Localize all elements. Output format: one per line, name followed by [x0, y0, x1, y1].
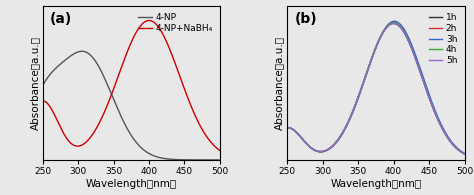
2h — [406, 41, 412, 43]
4h — [462, 153, 467, 155]
4h — [423, 86, 428, 89]
4h — [363, 75, 368, 78]
4-NP+NaBH₄ — [162, 36, 167, 39]
4-NP — [79, 50, 85, 52]
4-NP+NaBH₄ — [58, 127, 64, 129]
1h — [363, 76, 368, 78]
4-NP — [58, 63, 64, 65]
5h — [406, 41, 412, 44]
4-NP+NaBH₄ — [118, 68, 124, 70]
3h — [392, 20, 397, 22]
4-NP — [178, 159, 184, 161]
4h — [426, 95, 432, 98]
3h — [284, 126, 290, 129]
X-axis label: Wavelength（nm）: Wavelength（nm） — [330, 179, 421, 189]
2h — [284, 126, 290, 129]
4h — [356, 94, 362, 96]
X-axis label: Wavelength（nm）: Wavelength（nm） — [86, 179, 177, 189]
2h — [423, 86, 428, 89]
2h — [356, 94, 362, 96]
5h — [423, 87, 428, 89]
1h — [423, 87, 428, 89]
2h — [302, 141, 308, 144]
1h — [391, 22, 396, 25]
4-NP+NaBH₄ — [178, 79, 184, 81]
Line: 5h: 5h — [287, 23, 465, 154]
3h — [302, 141, 308, 144]
Text: (a): (a) — [50, 12, 72, 26]
Line: 2h: 2h — [287, 23, 465, 154]
1h — [284, 126, 290, 129]
Line: 3h: 3h — [287, 21, 465, 153]
3h — [423, 83, 428, 86]
Legend: 1h, 2h, 3h, 4h, 5h: 1h, 2h, 3h, 4h, 5h — [426, 10, 460, 68]
Y-axis label: Absorbance（a.u.）: Absorbance（a.u.） — [274, 36, 284, 130]
5h — [391, 22, 396, 25]
2h — [426, 95, 432, 98]
3h — [406, 38, 412, 40]
3h — [426, 93, 432, 95]
Line: 1h: 1h — [287, 23, 465, 154]
4-NP+NaBH₄ — [146, 19, 152, 22]
5h — [302, 141, 308, 144]
4-NP — [112, 100, 118, 103]
4h — [284, 126, 290, 129]
5h — [462, 153, 467, 155]
3h — [356, 95, 362, 97]
4-NP+NaBH₄ — [182, 87, 187, 90]
Line: 4-NP+NaBH₄: 4-NP+NaBH₄ — [43, 20, 220, 151]
1h — [302, 141, 308, 144]
4-NP — [40, 84, 46, 87]
5h — [356, 94, 362, 97]
3h — [462, 152, 467, 155]
4-NP — [118, 115, 124, 117]
Line: 4h: 4h — [287, 23, 465, 154]
2h — [462, 153, 467, 155]
2h — [391, 22, 396, 24]
1h — [406, 41, 412, 44]
Y-axis label: Absorbance（a.u.）: Absorbance（a.u.） — [30, 36, 40, 130]
3h — [363, 76, 368, 79]
4-NP+NaBH₄ — [40, 100, 46, 102]
4-NP — [162, 157, 167, 160]
4-NP+NaBH₄ — [217, 149, 223, 152]
4h — [391, 22, 396, 24]
4-NP — [182, 159, 187, 161]
Legend: 4-NP, 4-NP+NaBH₄: 4-NP, 4-NP+NaBH₄ — [136, 10, 215, 35]
5h — [363, 76, 368, 78]
4-NP+NaBH₄ — [111, 86, 117, 88]
2h — [363, 75, 368, 78]
1h — [462, 153, 467, 155]
5h — [284, 126, 290, 129]
4h — [406, 41, 412, 43]
4-NP — [217, 159, 223, 161]
4h — [302, 141, 308, 144]
Line: 4-NP: 4-NP — [43, 51, 220, 160]
1h — [426, 96, 432, 98]
1h — [356, 94, 362, 97]
5h — [426, 96, 432, 98]
Text: (b): (b) — [294, 12, 317, 26]
